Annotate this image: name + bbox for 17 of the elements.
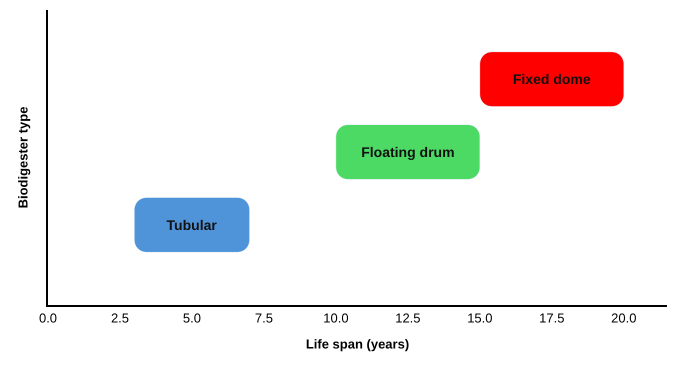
y-axis-title: Biodigester type [15, 106, 30, 208]
x-tick-label: 17.5 [539, 310, 564, 326]
bar [336, 124, 480, 180]
x-tick-label: 12.5 [395, 310, 421, 326]
x-tick-label: 5.0 [182, 310, 201, 326]
x-tick-label: 2.5 [110, 310, 130, 326]
y-tick-label: Tubular [166, 216, 218, 233]
y-tick-label: Floating drum [361, 144, 455, 160]
bar [134, 197, 250, 252]
x-tick-label: 10.0 [323, 310, 349, 326]
y-tick-label: Fixed dome [512, 71, 591, 88]
x-tick-label: 15.0 [467, 310, 493, 326]
x-tick-label: 0.0 [38, 310, 58, 326]
bar [480, 52, 624, 107]
x-tick-label: 20.0 [611, 310, 636, 326]
x-tick-label: 7.5 [254, 310, 273, 326]
x-axis-title: Life span (years) [306, 336, 410, 352]
